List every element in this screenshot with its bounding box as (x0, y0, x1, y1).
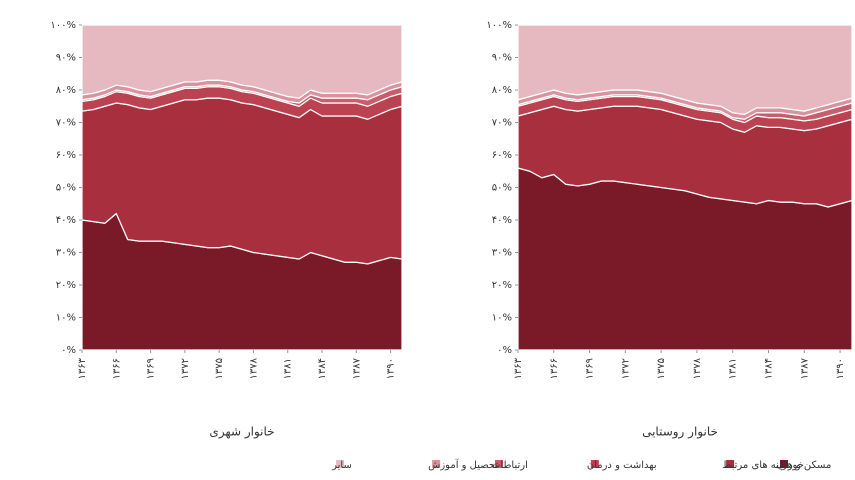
y-tick-label: ۶۰% (492, 150, 512, 161)
legend-swatch (495, 460, 504, 468)
x-tick-label: ۱۳۶۹ (146, 358, 157, 379)
legend-swatch (780, 460, 788, 468)
x-tick-label: ۱۳۷۲ (620, 358, 631, 379)
area (81, 97, 403, 265)
x-tick-label: ۱۳۷۲ (180, 358, 191, 379)
legend-swatch (726, 460, 735, 468)
y-tick-label: ۴۰% (492, 215, 512, 226)
x-tick-label: ۱۳۶۶ (111, 358, 122, 379)
x-tick-label: ۱۳۶۳ (513, 357, 524, 379)
legend-label: سایر (331, 460, 352, 471)
x-tick-label: ۱۳۷۵ (656, 358, 667, 379)
y-tick-label: ۱۰% (56, 313, 76, 324)
y-tick-label: ۳۰% (56, 248, 76, 259)
area (81, 24, 403, 99)
x-tick-label: ۱۳۷۸ (248, 357, 259, 379)
y-tick-label: ۷۰% (492, 118, 512, 129)
y-tick-label: ۱۰% (492, 313, 512, 324)
legend-label: بهداشت و درمان (587, 460, 657, 471)
x-tick-label: ۱۳۶۹ (585, 358, 596, 379)
x-tick-label: ۱۳۸۴ (317, 358, 328, 379)
x-tick-label: ۱۳۷۵ (214, 358, 225, 379)
y-tick-label: ۳۰% (492, 248, 512, 259)
legend-label: تحصیل و آموزش (428, 458, 498, 471)
y-tick-label: ۱۰۰% (50, 20, 76, 31)
y-tick-label: ۶۰% (56, 150, 76, 161)
x-tick-label: ۱۳۷۸ (692, 357, 703, 379)
x-tick-label: ۱۳۸۷ (799, 357, 810, 379)
area (517, 24, 853, 115)
y-tick-label: ۴۰% (56, 215, 76, 226)
x-tick-label: ۱۳۸۴ (764, 358, 775, 379)
x-tick-label: ۱۳۸۱ (283, 358, 294, 379)
y-tick-label: ۵۰% (56, 183, 76, 194)
legend-label: مسکن و هزینه های مرتبط (722, 460, 831, 471)
x-tick-label: ۱۳۸۷ (351, 357, 362, 379)
legend-swatch (590, 460, 599, 468)
y-tick-label: ۰% (61, 345, 76, 356)
legend-swatch (336, 460, 345, 468)
x-tick-label: ۱۳۶۳ (77, 357, 88, 379)
chart-subtitle: خانوار روستایی (642, 425, 718, 440)
y-tick-label: ۹۰% (56, 53, 76, 64)
x-tick-label: ۱۳۸۱ (728, 358, 739, 379)
legend-label: ارتباطات (491, 460, 528, 471)
x-tick-label: ۱۳۹۰ (386, 358, 397, 379)
y-tick-label: ۱۰۰% (486, 20, 512, 31)
y-tick-label: ۰% (497, 345, 512, 356)
y-tick-label: ۸۰% (56, 85, 76, 96)
y-tick-label: ۵۰% (492, 183, 512, 194)
chart-subtitle: خانوار شهری (209, 425, 274, 440)
x-tick-label: ۱۳۹۰ (835, 358, 846, 379)
y-tick-label: ۲۰% (492, 280, 512, 291)
legend-label: خوراک (776, 460, 804, 471)
x-tick-label: ۱۳۶۶ (549, 358, 560, 379)
y-tick-label: ۲۰% (56, 280, 76, 291)
y-tick-label: ۷۰% (56, 118, 76, 129)
y-tick-label: ۹۰% (492, 53, 512, 64)
legend-swatch (432, 460, 441, 468)
y-tick-label: ۸۰% (492, 85, 512, 96)
